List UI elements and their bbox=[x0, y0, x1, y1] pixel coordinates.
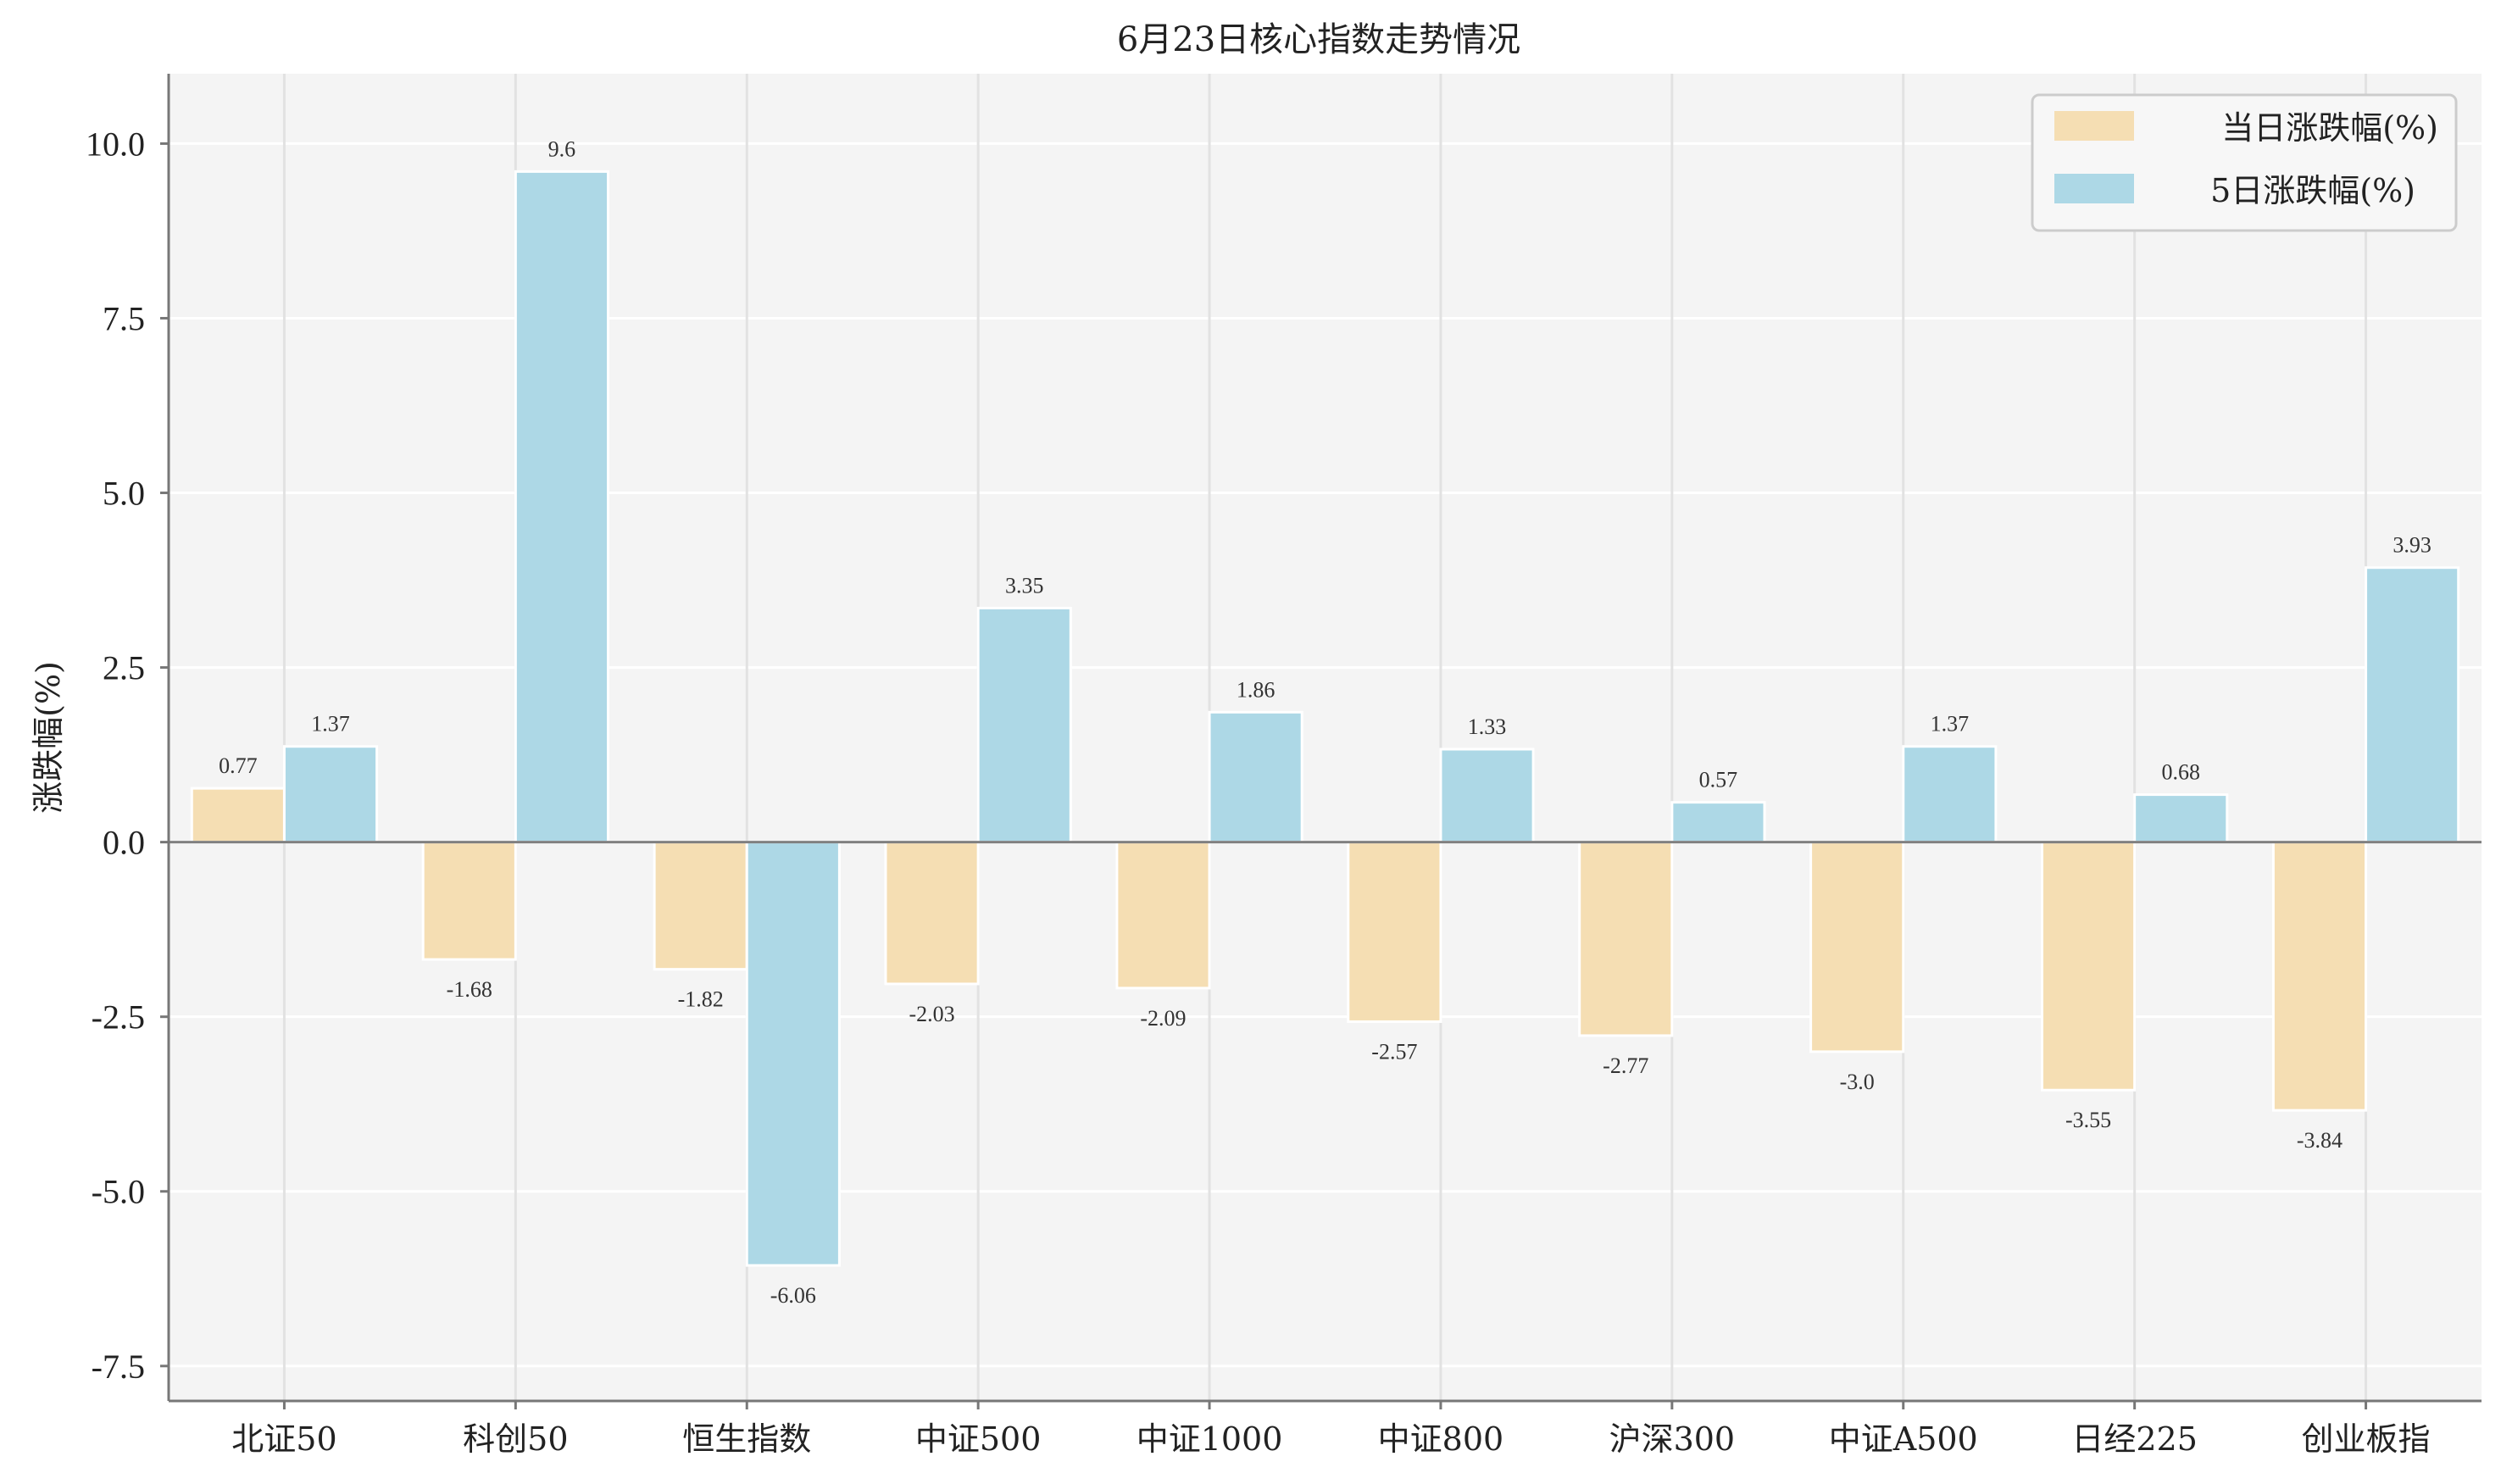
bar-daily bbox=[1809, 841, 1905, 1053]
y-tick-label: 2.5 bbox=[103, 649, 145, 687]
x-tick-labels: 北证50 科创50 恒生指数 中证500 中证1000 中证800 沪深300 中证A500 日… bbox=[231, 1420, 2430, 1458]
y-tick-labels: -7.5 -5.0 -2.5 0.0 2.5 5.0 7.5 10.0 bbox=[86, 125, 145, 1385]
x-tick-label: 恒生指数 bbox=[682, 1420, 811, 1458]
y-axis-label: 涨跌幅(%) bbox=[30, 661, 67, 814]
bar-value-label: -2.03 bbox=[909, 1002, 954, 1026]
bar-value-label: 0.68 bbox=[2161, 760, 2200, 785]
bar-value-label: -2.57 bbox=[1371, 1039, 1417, 1064]
x-tick-label: 中证500 bbox=[915, 1420, 1042, 1458]
bar-daily bbox=[2271, 841, 2368, 1112]
bar-daily bbox=[1347, 841, 1442, 1023]
bar-value-label: 3.35 bbox=[1005, 574, 1044, 598]
bar-value-label: 0.57 bbox=[1699, 768, 1738, 792]
x-tick-label: 北证50 bbox=[231, 1420, 336, 1458]
bar-daily bbox=[2040, 841, 2137, 1092]
x-tick-label: 中证800 bbox=[1378, 1420, 1504, 1458]
bar-5day bbox=[2133, 793, 2229, 844]
y-tick-label: 10.0 bbox=[86, 125, 145, 163]
bar-value-label: -6.06 bbox=[770, 1283, 816, 1308]
y-tick-label: 7.5 bbox=[103, 299, 145, 337]
axes bbox=[160, 74, 2482, 1409]
bar-value-label: 1.86 bbox=[1237, 677, 1276, 702]
x-tick-label: 日经225 bbox=[2071, 1420, 2198, 1458]
legend: 当日涨跌幅(%) 5日涨跌幅(%) bbox=[2031, 93, 2458, 232]
bar-5day bbox=[976, 607, 1072, 844]
legend-label-daily: 当日涨跌幅(%) bbox=[2221, 109, 2438, 147]
bar-value-label: -1.82 bbox=[678, 987, 724, 1012]
bar-value-label: -2.09 bbox=[1140, 1006, 1186, 1031]
y-tick-label: 5.0 bbox=[103, 475, 145, 513]
y-tick-label: 0.0 bbox=[103, 824, 145, 862]
bar-5day bbox=[282, 745, 379, 844]
bar-5day bbox=[2365, 566, 2460, 844]
bar-daily bbox=[884, 841, 980, 986]
bar-5day bbox=[745, 841, 841, 1267]
x-tick-label: 中证1000 bbox=[1137, 1420, 1283, 1458]
bar-5day bbox=[1208, 710, 1303, 844]
bar-value-label: 1.33 bbox=[1468, 714, 1507, 739]
legend-box bbox=[2031, 93, 2458, 232]
bar-daily bbox=[421, 841, 517, 961]
chart-title: 6月23日核心指数走势情况 bbox=[1117, 20, 1520, 59]
bar-5day bbox=[514, 170, 610, 844]
x-tick-label: 创业板指 bbox=[2302, 1420, 2431, 1458]
bar-value-label: 1.37 bbox=[311, 712, 350, 736]
bar-daily bbox=[1578, 841, 1674, 1037]
value-labels: 0.77 -1.68 -1.82 -2.03 -2.09 -2.57 -2.77 -3.0 -3… bbox=[219, 136, 2432, 1308]
bar-daily bbox=[190, 786, 286, 844]
bar-daily bbox=[1115, 841, 1211, 990]
y-tick-label: -5.0 bbox=[92, 1173, 145, 1211]
bar-value-label: 3.93 bbox=[2393, 533, 2432, 558]
y-tick-label: -7.5 bbox=[92, 1348, 145, 1386]
bar-value-label: 9.6 bbox=[548, 136, 576, 161]
x-tick-label: 沪深300 bbox=[1609, 1420, 1736, 1458]
bars bbox=[190, 170, 2460, 1267]
bar-value-label: -1.68 bbox=[447, 977, 492, 1002]
x-tick-label: 中证A500 bbox=[1829, 1420, 1978, 1458]
bar-value-label: 0.77 bbox=[219, 753, 258, 778]
bar-value-label: -3.0 bbox=[1840, 1070, 1875, 1094]
bar-value-label: -3.84 bbox=[2297, 1128, 2343, 1153]
bar-daily bbox=[653, 841, 748, 971]
legend-swatch-5day bbox=[2054, 174, 2134, 203]
x-tick-label: 科创50 bbox=[463, 1420, 568, 1458]
bar-value-label: -3.55 bbox=[2065, 1108, 2111, 1132]
bar-5day bbox=[1439, 748, 1535, 844]
legend-label-5day: 5日涨跌幅(%) bbox=[2210, 172, 2415, 209]
bar-value-label: -2.77 bbox=[1603, 1053, 1648, 1078]
bar-5day bbox=[1670, 801, 1766, 844]
legend-swatch-daily bbox=[2054, 111, 2134, 141]
y-tick-label: -2.5 bbox=[92, 998, 145, 1037]
bar-value-label: 1.37 bbox=[1931, 712, 1970, 736]
bar-5day bbox=[1902, 745, 1998, 844]
